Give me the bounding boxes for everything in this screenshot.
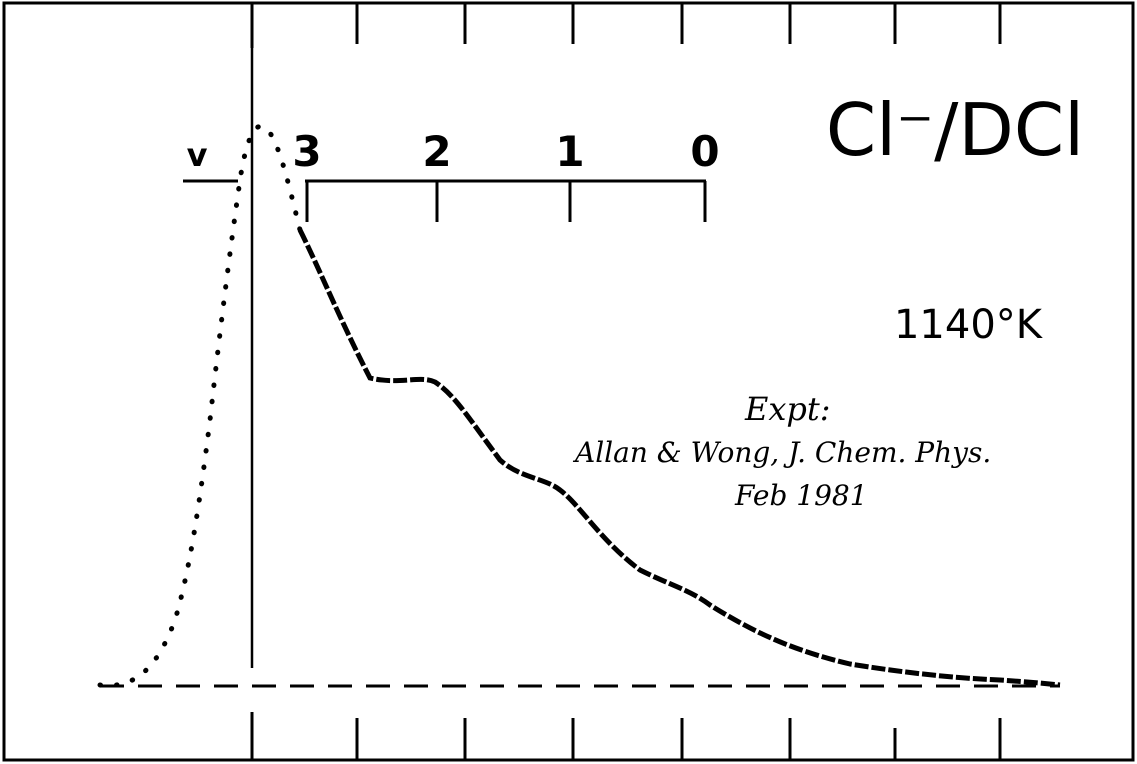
temperature: 1140°K [894,302,1044,348]
level-label: 3 [292,127,321,176]
spectrum-rise [97,123,303,689]
scale-axis-label: v [187,136,208,174]
top-ticks [250,3,1002,48]
annotation-line: Feb 1981 [734,479,868,512]
annotation-line: Expt: [744,390,831,428]
title: Cl⁻/DCl [826,88,1084,172]
level-scale [183,179,707,222]
bottom-ticks [250,712,1002,760]
annotation-line: Allan & Wong, J. Chem. Phys. [572,436,991,469]
level-label: 0 [690,127,719,176]
level-label: 2 [422,127,451,176]
level-label: 1 [555,127,584,176]
spectrum-decay [297,228,1061,688]
